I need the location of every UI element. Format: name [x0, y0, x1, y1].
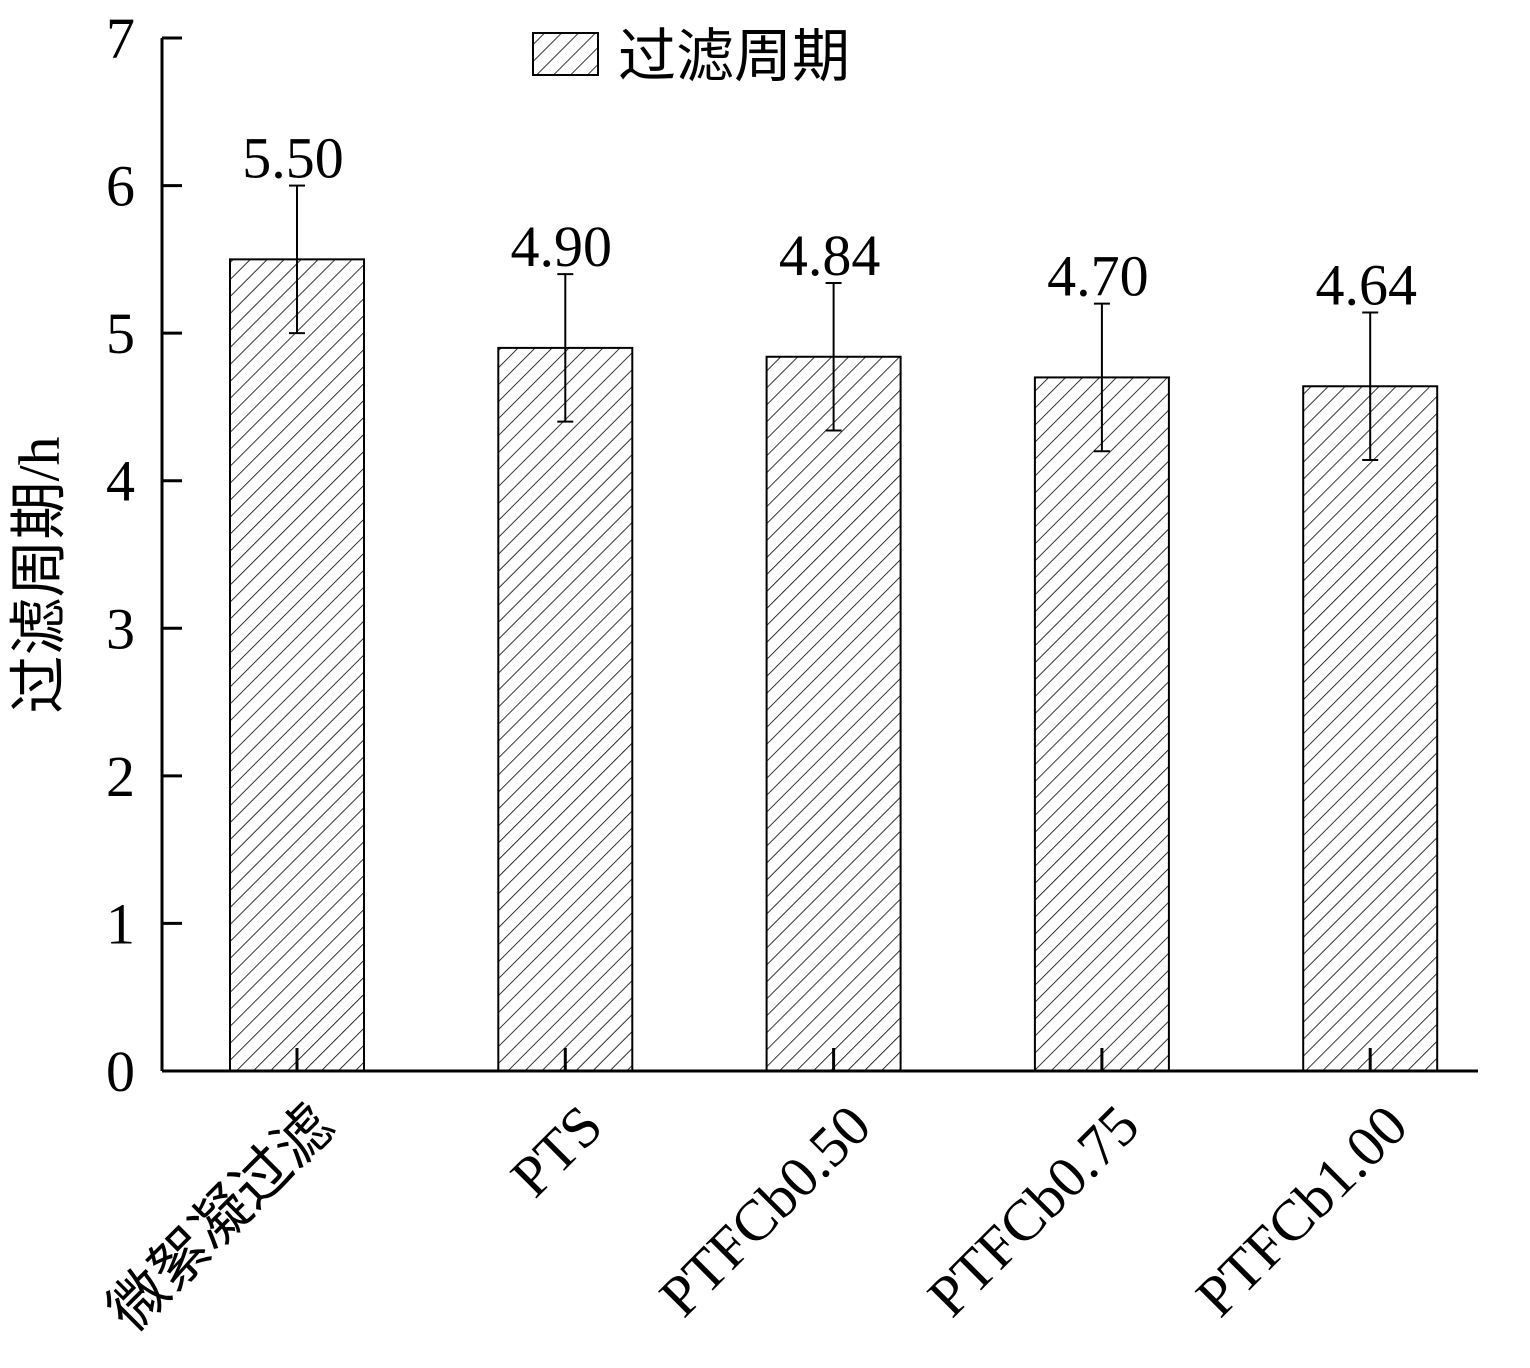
value-label: 4.90 — [511, 214, 613, 279]
y-tick-label: 3 — [106, 596, 135, 661]
value-label: 4.64 — [1315, 252, 1417, 317]
value-label: 4.84 — [779, 223, 881, 288]
x-tick-label: PTFCb1.00 — [1183, 1093, 1419, 1329]
bar — [765, 355, 902, 1072]
y-axis-label: 过滤周期/h — [6, 436, 71, 713]
y-tick-label: 5 — [106, 301, 135, 366]
bar — [1302, 385, 1439, 1073]
y-tick-label: 6 — [106, 154, 135, 219]
x-tick-label: PTS — [498, 1093, 615, 1210]
bar — [229, 258, 365, 1073]
x-tick-label: PTFCb0.75 — [915, 1093, 1151, 1329]
y-tick-label: 7 — [106, 6, 135, 71]
legend-label: 过滤周期 — [618, 24, 850, 89]
x-tick-label: PTFCb0.50 — [647, 1093, 883, 1329]
legend-swatch — [532, 32, 599, 76]
y-tick-label: 1 — [106, 891, 135, 956]
x-tick-label: 微絮凝过滤 — [95, 1093, 346, 1344]
y-tick-label: 4 — [106, 449, 135, 514]
y-tick-label: 0 — [106, 1039, 135, 1104]
bar — [497, 346, 634, 1072]
value-label: 5.50 — [242, 126, 344, 191]
value-label: 4.70 — [1047, 244, 1149, 309]
y-tick-label: 2 — [106, 744, 135, 809]
bar — [1033, 376, 1170, 1072]
